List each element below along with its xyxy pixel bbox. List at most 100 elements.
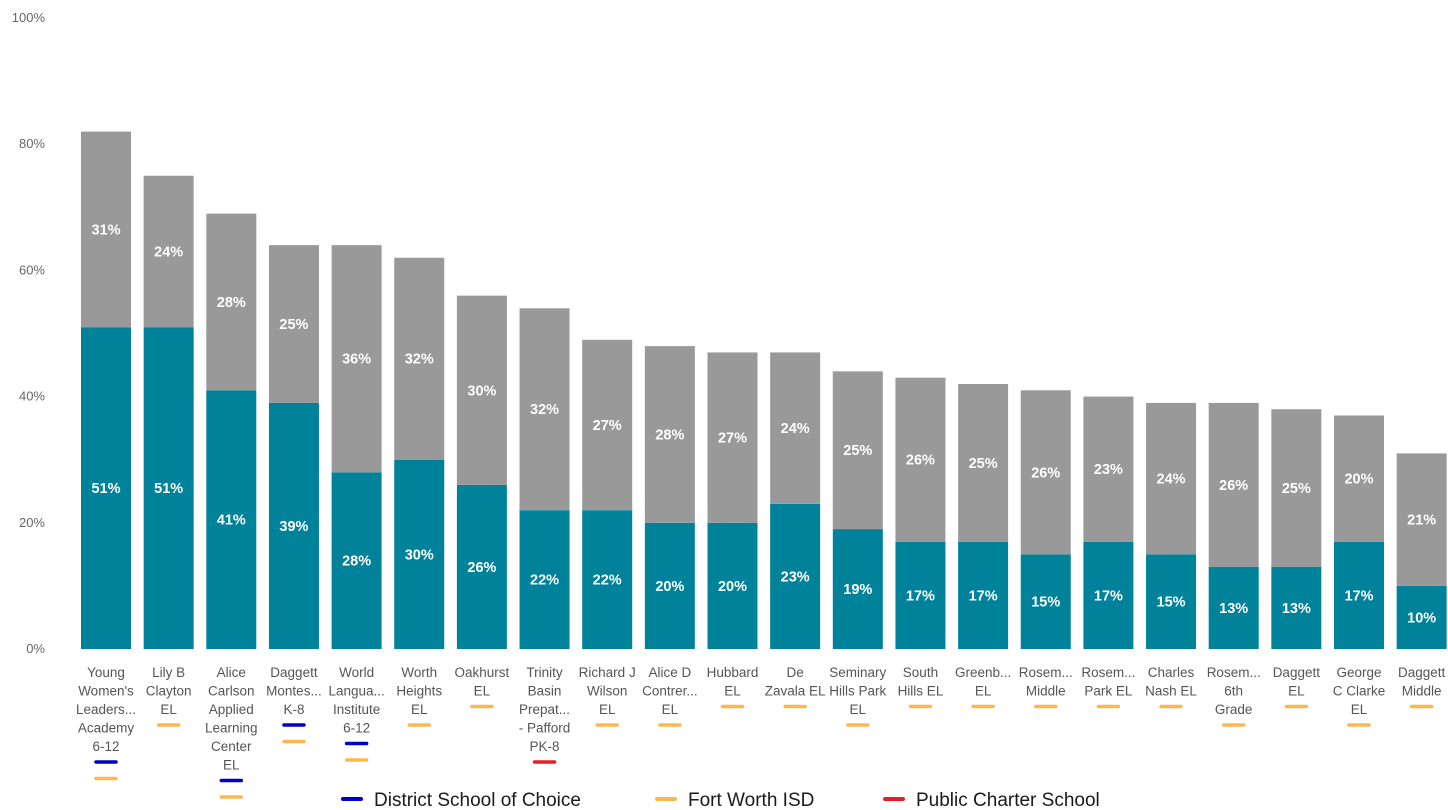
- legend-label: District School of Choice: [374, 790, 581, 810]
- bar-segment-upper: [707, 352, 758, 523]
- data-label: 30%: [405, 547, 434, 563]
- x-axis: Young Women's Leaders... Academy 6-12 Lily B C…: [76, 665, 1446, 773]
- data-label: 20%: [718, 579, 747, 595]
- y-tick-label: 40%: [19, 389, 45, 404]
- category-label: C Clarke: [1333, 684, 1386, 699]
- category-label: Alice: [217, 665, 246, 680]
- category-label: EL: [850, 702, 867, 717]
- data-label: 26%: [467, 560, 496, 576]
- data-label: 27%: [593, 418, 622, 434]
- category-label: Clayton: [146, 684, 192, 699]
- bar-segment-lower: [644, 522, 695, 649]
- category-label: Rosem...: [1019, 665, 1073, 680]
- bar-segment-lower: [1020, 554, 1071, 649]
- category-label: Daggett: [1398, 665, 1446, 680]
- category-label: Langua...: [328, 684, 384, 699]
- bar-segment-upper: [394, 257, 445, 460]
- bar-segment-upper: [1083, 396, 1134, 542]
- category-label: World: [339, 665, 374, 680]
- data-label: 31%: [91, 222, 120, 238]
- data-label: 26%: [1031, 465, 1060, 481]
- category-label: EL: [975, 684, 992, 699]
- category-label: EL: [223, 758, 240, 773]
- bar-segment-lower: [456, 484, 507, 649]
- category-label: Hills Park: [829, 684, 886, 699]
- data-label: 51%: [154, 481, 183, 497]
- bar-segment-lower: [81, 327, 131, 649]
- category-label: George: [1336, 665, 1381, 680]
- bar-segment-upper: [582, 339, 633, 511]
- category-label: Seminary: [829, 665, 886, 680]
- data-label: 39%: [279, 519, 308, 535]
- bar-segment-lower: [394, 459, 445, 649]
- bar-segment-upper: [1208, 402, 1259, 567]
- data-label: 15%: [1031, 595, 1060, 611]
- bar-segment-upper: [81, 131, 131, 328]
- bar-segment-upper: [895, 377, 946, 542]
- bar-segment-upper: [143, 175, 194, 328]
- bar-segment-lower: [958, 541, 1009, 649]
- data-label: 41%: [217, 513, 246, 529]
- bar-segment-upper: [331, 245, 382, 473]
- bar-segment-upper: [832, 371, 883, 530]
- category-label: De: [787, 665, 804, 680]
- category-label: Basin: [528, 684, 562, 699]
- bar-segment-upper: [456, 295, 507, 485]
- category-label: Charles: [1148, 665, 1195, 680]
- category-label: 6th: [1224, 684, 1243, 699]
- category-label: EL: [1351, 702, 1368, 717]
- category-label: Institute: [333, 702, 380, 717]
- category-label: Carlson: [208, 684, 255, 699]
- bar-segment-lower: [582, 510, 633, 649]
- data-label: 26%: [1219, 478, 1248, 494]
- data-label: 24%: [781, 421, 810, 437]
- bar-segment-lower: [895, 541, 946, 649]
- category-label: Trinity: [526, 665, 562, 680]
- category-label: Rosem...: [1207, 665, 1261, 680]
- category-label: Oakhurst: [455, 665, 510, 680]
- category-label: Nash EL: [1145, 684, 1197, 699]
- data-label: 25%: [279, 317, 308, 333]
- category-label: 6-12: [92, 739, 119, 754]
- bar-segment-lower: [331, 472, 382, 649]
- category-label: Middle: [1402, 684, 1442, 699]
- category-label: Leaders...: [76, 702, 136, 717]
- bar-segment-lower: [707, 522, 758, 649]
- category-label: Center: [211, 739, 252, 754]
- data-label: 25%: [843, 443, 872, 459]
- legend: District School of Choice Fort Worth ISD P…: [341, 790, 1100, 810]
- bar-segment-upper: [770, 352, 821, 504]
- category-label: Contrer...: [642, 684, 698, 699]
- data-label: 22%: [593, 573, 622, 589]
- bar-segment-lower: [519, 510, 570, 649]
- category-label: Middle: [1026, 684, 1066, 699]
- data-label: 20%: [655, 579, 684, 595]
- bar-segment-upper: [268, 245, 319, 403]
- bar-segment-lower: [1146, 554, 1197, 649]
- category-label: Young: [87, 665, 125, 680]
- bar-segment-lower: [143, 327, 194, 649]
- data-label: 10%: [1407, 610, 1436, 626]
- data-label: 30%: [467, 383, 496, 399]
- category-label: - Pafford: [519, 721, 571, 736]
- bar-segment-lower: [268, 402, 319, 649]
- category-label: EL: [474, 684, 491, 699]
- category-label: Daggett: [270, 665, 318, 680]
- data-label: 13%: [1282, 601, 1311, 617]
- data-label: 26%: [906, 453, 935, 469]
- data-label: 15%: [1157, 595, 1186, 611]
- category-label: Hills EL: [898, 684, 944, 699]
- bar-segment-upper: [1334, 415, 1384, 542]
- category-label: Heights: [396, 684, 442, 699]
- data-label: 23%: [781, 569, 810, 585]
- school-type-markers: [94, 704, 1434, 799]
- bar-segment-upper: [206, 213, 257, 391]
- category-label: South: [903, 665, 938, 680]
- y-tick-label: 20%: [19, 515, 45, 530]
- bar-segment-upper: [1020, 390, 1071, 555]
- data-label: 17%: [969, 588, 998, 604]
- data-label: 28%: [342, 554, 371, 570]
- bar-segment-upper: [519, 308, 570, 511]
- bar-segment-lower: [1208, 566, 1259, 649]
- category-label: Academy: [78, 721, 135, 736]
